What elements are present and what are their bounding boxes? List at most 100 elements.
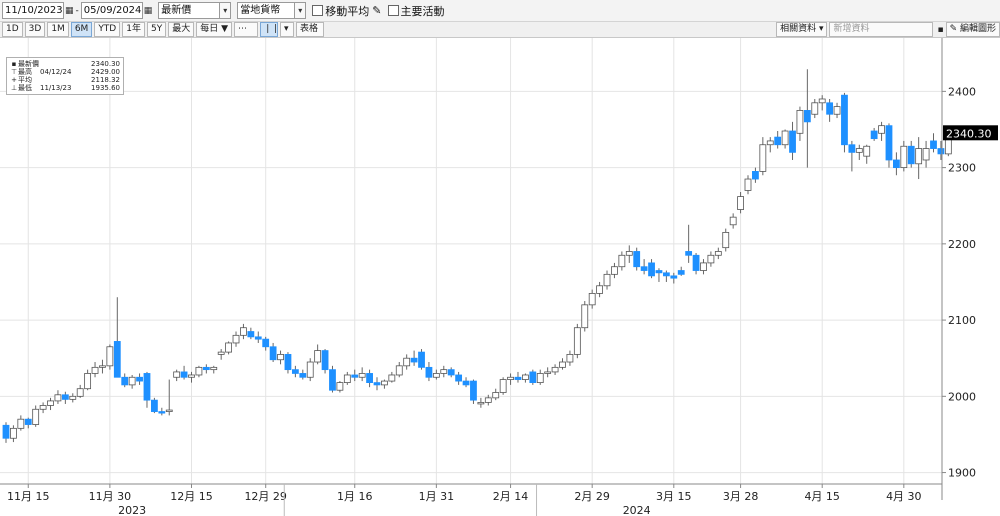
candle-body <box>225 342 233 353</box>
candle-body <box>796 110 804 134</box>
candle-body <box>670 275 678 279</box>
edit-chart-button[interactable]: ✎ 編輯圖形 <box>945 22 1000 37</box>
legend-row-last: ▪ 最新價 2340.30 <box>11 60 120 68</box>
end-date-input[interactable]: 05/09/2024 <box>80 2 143 19</box>
time-tick-label: 11月 30 <box>89 490 132 503</box>
candles <box>2 69 952 443</box>
calendar-icon[interactable]: ▦ <box>143 5 153 16</box>
price-field-select[interactable]: 最新價 <box>158 2 221 19</box>
candle-body <box>306 361 314 378</box>
candle-style-button[interactable]: ❘❘ <box>260 22 279 37</box>
price-tick-label: 2100 <box>948 314 976 327</box>
candle-body <box>625 251 633 256</box>
candlestick-chart[interactable]: 1900 2000 2100 2200 2300 2400 11月 15 11月 30 12月… <box>0 38 1000 516</box>
candle-body <box>900 145 908 169</box>
period-button[interactable]: 1年 <box>122 22 145 37</box>
candle-body <box>195 366 203 376</box>
candle-body <box>581 304 589 329</box>
candle-body <box>47 400 54 406</box>
period-button[interactable]: 3D <box>24 22 46 37</box>
candle-body <box>648 262 655 277</box>
key-events-checkbox[interactable]: 主要活動 <box>387 3 445 19</box>
price-tick-label: 2200 <box>948 238 976 251</box>
candle-body <box>536 373 544 384</box>
candle-body <box>937 148 945 155</box>
candle-body <box>32 408 40 425</box>
candle-body <box>611 266 618 275</box>
candle-body <box>566 353 574 363</box>
period-button[interactable]: 5Y <box>146 22 167 37</box>
last-price-tag: 2340.30 <box>943 125 998 141</box>
candle-body <box>2 424 10 439</box>
candle-body <box>388 374 396 382</box>
candle-body <box>573 327 581 355</box>
candle-body <box>10 427 17 439</box>
candle-body <box>188 374 195 378</box>
time-tick-label: 1月 31 <box>419 490 455 503</box>
candle-body <box>744 178 752 191</box>
time-axis: 11月 15 11月 30 12月 15 12月 29 1月 16 1月 31 2月 14 2… <box>7 484 922 516</box>
period-button-active[interactable]: 6M <box>70 22 93 37</box>
period-button[interactable]: YTD <box>94 22 121 37</box>
candle-body <box>774 136 782 146</box>
frequency-dropdown[interactable]: 每日 ▼ <box>196 22 233 37</box>
pencil-icon[interactable]: ✎ <box>372 4 382 17</box>
candle-body <box>855 148 863 153</box>
candle-body <box>432 373 440 378</box>
candle-body <box>351 374 359 378</box>
table-toggle[interactable]: 表格 <box>296 22 325 37</box>
candle-body <box>462 380 470 386</box>
candle-body <box>440 369 448 374</box>
candle-body <box>677 270 685 275</box>
time-tick-label: 11月 15 <box>7 490 50 503</box>
moving-average-checkbox[interactable]: 移動平均 ✎ <box>312 3 382 19</box>
candle-body <box>811 102 819 115</box>
year-label: 2024 <box>623 504 651 516</box>
chevron-down-icon[interactable]: ▾ <box>219 2 232 19</box>
candle-body <box>915 148 923 165</box>
currency-select[interactable]: 當地貨幣 <box>237 2 296 19</box>
candle-body <box>826 102 834 115</box>
candle-body <box>395 365 403 376</box>
candle-body <box>314 350 322 363</box>
calendar-icon[interactable]: ▦ <box>65 5 74 16</box>
candle-body <box>329 369 336 391</box>
candle-body <box>818 98 826 104</box>
candle-body <box>863 145 871 157</box>
price-tick-label: 2000 <box>948 390 976 403</box>
candle-body <box>507 376 514 380</box>
candle-body <box>499 379 507 393</box>
candle-body <box>150 399 158 412</box>
period-button[interactable]: 1M <box>47 22 69 37</box>
chevron-down-icon[interactable]: ▾ <box>294 2 307 19</box>
pin-icon[interactable]: ▪ <box>937 24 944 35</box>
chart-style-button[interactable]: ⋯ <box>234 22 259 37</box>
price-tick-label: 1900 <box>948 467 976 480</box>
price-tick-label: 2400 <box>948 85 976 98</box>
start-date-input[interactable]: 11/10/2023 <box>2 2 64 19</box>
price-axis: 1900 2000 2100 2200 2300 2400 <box>942 85 976 480</box>
candle-body <box>618 254 626 268</box>
add-data-input[interactable]: 新增資料 <box>829 22 934 37</box>
time-tick-label: 1月 16 <box>337 490 373 503</box>
candle-body <box>477 402 485 405</box>
candle-body <box>633 251 641 268</box>
candle-body <box>425 366 433 378</box>
candle-body <box>692 254 700 271</box>
candle-body <box>522 374 529 380</box>
candle-body <box>893 159 900 169</box>
candle-body <box>165 409 173 412</box>
candle-body <box>76 388 84 397</box>
candle-body <box>232 334 240 344</box>
chevron-down-icon[interactable]: ▾ <box>280 22 295 37</box>
checkbox-box[interactable] <box>387 5 399 16</box>
candle-body <box>254 336 262 340</box>
period-button[interactable]: 1D <box>2 22 23 37</box>
max-button[interactable]: 最大 <box>168 22 195 37</box>
candle-body <box>277 353 284 361</box>
legend-row-low: ⊥ 最低 11/13/23 1935.60 <box>10 84 120 92</box>
related-data-dropdown[interactable]: 相關資料 ▾ <box>776 22 828 37</box>
candle-body <box>603 273 611 287</box>
checkbox-box[interactable] <box>312 5 324 16</box>
candle-body <box>113 341 121 378</box>
